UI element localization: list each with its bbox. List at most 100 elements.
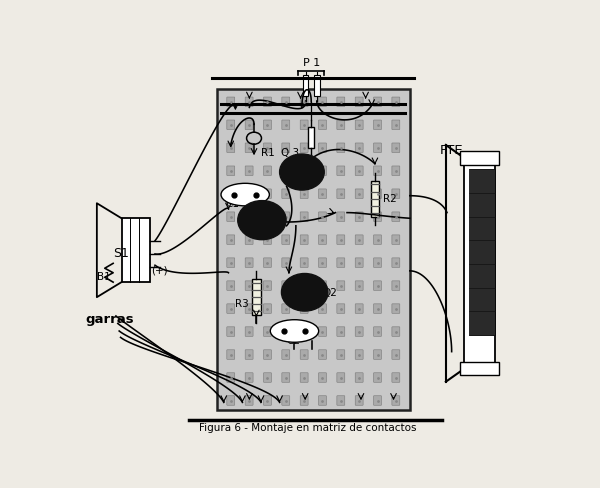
Bar [460,151,499,165]
FancyBboxPatch shape [245,120,253,129]
FancyBboxPatch shape [355,166,363,176]
FancyBboxPatch shape [282,235,290,244]
FancyBboxPatch shape [263,212,271,222]
FancyBboxPatch shape [355,258,363,267]
FancyBboxPatch shape [300,143,308,152]
Text: Figura 6 - Montaje en matriz de contactos: Figura 6 - Montaje en matriz de contacto… [199,423,416,432]
FancyBboxPatch shape [263,304,271,313]
Bar [314,76,320,96]
FancyBboxPatch shape [245,189,253,199]
FancyBboxPatch shape [355,189,363,199]
Text: C1: C1 [225,200,239,209]
FancyBboxPatch shape [300,373,308,382]
FancyBboxPatch shape [245,258,253,267]
FancyBboxPatch shape [374,166,382,176]
FancyBboxPatch shape [319,327,326,336]
FancyBboxPatch shape [263,281,271,290]
FancyBboxPatch shape [374,120,382,129]
Bar [217,89,410,410]
FancyBboxPatch shape [300,189,308,199]
Text: garras: garras [86,313,134,326]
FancyBboxPatch shape [245,373,253,382]
FancyBboxPatch shape [263,189,271,199]
FancyBboxPatch shape [300,396,308,405]
FancyBboxPatch shape [337,281,345,290]
FancyBboxPatch shape [374,97,382,106]
FancyBboxPatch shape [300,235,308,244]
FancyBboxPatch shape [282,212,290,222]
FancyBboxPatch shape [282,258,290,267]
Ellipse shape [271,320,319,342]
FancyBboxPatch shape [227,143,235,152]
FancyBboxPatch shape [227,281,235,290]
Text: Q2: Q2 [322,288,337,298]
FancyBboxPatch shape [282,166,290,176]
FancyBboxPatch shape [319,396,326,405]
FancyBboxPatch shape [245,327,253,336]
Bar [308,127,314,148]
FancyBboxPatch shape [227,373,235,382]
FancyBboxPatch shape [227,304,235,313]
Text: B1: B1 [97,271,111,282]
FancyBboxPatch shape [319,304,326,313]
FancyBboxPatch shape [392,327,400,336]
FancyBboxPatch shape [374,212,382,222]
FancyBboxPatch shape [263,350,271,359]
FancyBboxPatch shape [392,304,400,313]
FancyBboxPatch shape [245,212,253,222]
Text: R1: R1 [261,148,275,158]
FancyBboxPatch shape [392,212,400,222]
FancyBboxPatch shape [355,373,363,382]
FancyBboxPatch shape [374,396,382,405]
FancyBboxPatch shape [263,235,271,244]
FancyBboxPatch shape [245,97,253,106]
FancyBboxPatch shape [319,189,326,199]
FancyBboxPatch shape [227,166,235,176]
FancyBboxPatch shape [392,281,400,290]
FancyBboxPatch shape [300,281,308,290]
FancyBboxPatch shape [263,396,271,405]
FancyBboxPatch shape [319,350,326,359]
FancyBboxPatch shape [227,396,235,405]
FancyBboxPatch shape [300,166,308,176]
Text: FTE: FTE [440,144,463,157]
Text: R2: R2 [383,195,397,204]
FancyBboxPatch shape [300,304,308,313]
Text: (+): (+) [151,266,168,276]
Text: Q1: Q1 [257,228,272,238]
Text: R3: R3 [235,299,248,308]
FancyBboxPatch shape [245,166,253,176]
FancyBboxPatch shape [319,97,326,106]
FancyBboxPatch shape [355,143,363,152]
FancyBboxPatch shape [263,373,271,382]
FancyBboxPatch shape [300,327,308,336]
FancyBboxPatch shape [263,97,271,106]
FancyBboxPatch shape [245,350,253,359]
FancyBboxPatch shape [319,258,326,267]
Bar [460,362,499,375]
FancyBboxPatch shape [282,189,290,199]
FancyBboxPatch shape [337,258,345,267]
FancyBboxPatch shape [392,189,400,199]
FancyBboxPatch shape [355,235,363,244]
Bar [252,279,261,315]
FancyBboxPatch shape [374,327,382,336]
FancyBboxPatch shape [300,120,308,129]
FancyBboxPatch shape [355,281,363,290]
FancyBboxPatch shape [355,396,363,405]
FancyBboxPatch shape [300,97,308,106]
FancyBboxPatch shape [337,189,345,199]
FancyBboxPatch shape [392,97,400,106]
FancyBboxPatch shape [392,258,400,267]
Bar [371,181,379,217]
FancyBboxPatch shape [392,166,400,176]
Circle shape [280,154,324,190]
FancyBboxPatch shape [374,373,382,382]
FancyBboxPatch shape [355,97,363,106]
FancyBboxPatch shape [227,189,235,199]
FancyBboxPatch shape [245,281,253,290]
FancyBboxPatch shape [245,396,253,405]
FancyBboxPatch shape [337,235,345,244]
FancyBboxPatch shape [282,396,290,405]
FancyBboxPatch shape [282,97,290,106]
